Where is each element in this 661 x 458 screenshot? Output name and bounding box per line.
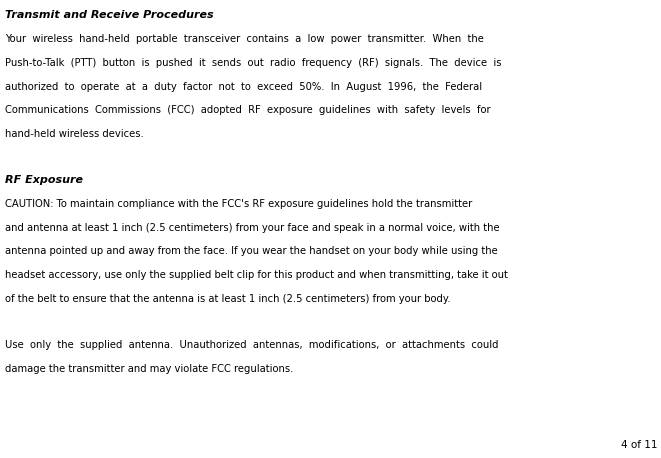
Text: CAUTION: To maintain compliance with the FCC's RF exposure guidelines hold the t: CAUTION: To maintain compliance with the… bbox=[5, 199, 473, 209]
Text: Your  wireless  hand-held  portable  transceiver  contains  a  low  power  trans: Your wireless hand-held portable transce… bbox=[5, 34, 484, 44]
Text: Push-to-Talk  (PTT)  button  is  pushed  it  sends  out  radio  frequency  (RF) : Push-to-Talk (PTT) button is pushed it s… bbox=[5, 58, 502, 68]
Text: antenna pointed up and away from the face. If you wear the handset on your body : antenna pointed up and away from the fac… bbox=[5, 246, 498, 256]
Text: authorized  to  operate  at  a  duty  factor  not  to  exceed  50%.  In  August : authorized to operate at a duty factor n… bbox=[5, 82, 483, 92]
Text: RF Exposure: RF Exposure bbox=[5, 175, 83, 185]
Text: 4 of 11: 4 of 11 bbox=[621, 440, 658, 450]
Text: Use  only  the  supplied  antenna.  Unauthorized  antennas,  modifications,  or : Use only the supplied antenna. Unauthori… bbox=[5, 340, 499, 350]
Text: Communications  Commissions  (FCC)  adopted  RF  exposure  guidelines  with  saf: Communications Commissions (FCC) adopted… bbox=[5, 105, 491, 115]
Text: and antenna at least 1 inch (2.5 centimeters) from your face and speak in a norm: and antenna at least 1 inch (2.5 centime… bbox=[5, 223, 500, 233]
Text: damage the transmitter and may violate FCC regulations.: damage the transmitter and may violate F… bbox=[5, 364, 293, 374]
Text: headset accessory, use only the supplied belt clip for this product and when tra: headset accessory, use only the supplied… bbox=[5, 270, 508, 280]
Text: of the belt to ensure that the antenna is at least 1 inch (2.5 centimeters) from: of the belt to ensure that the antenna i… bbox=[5, 294, 451, 304]
Text: hand-held wireless devices.: hand-held wireless devices. bbox=[5, 129, 144, 139]
Text: Transmit and Receive Procedures: Transmit and Receive Procedures bbox=[5, 10, 214, 20]
